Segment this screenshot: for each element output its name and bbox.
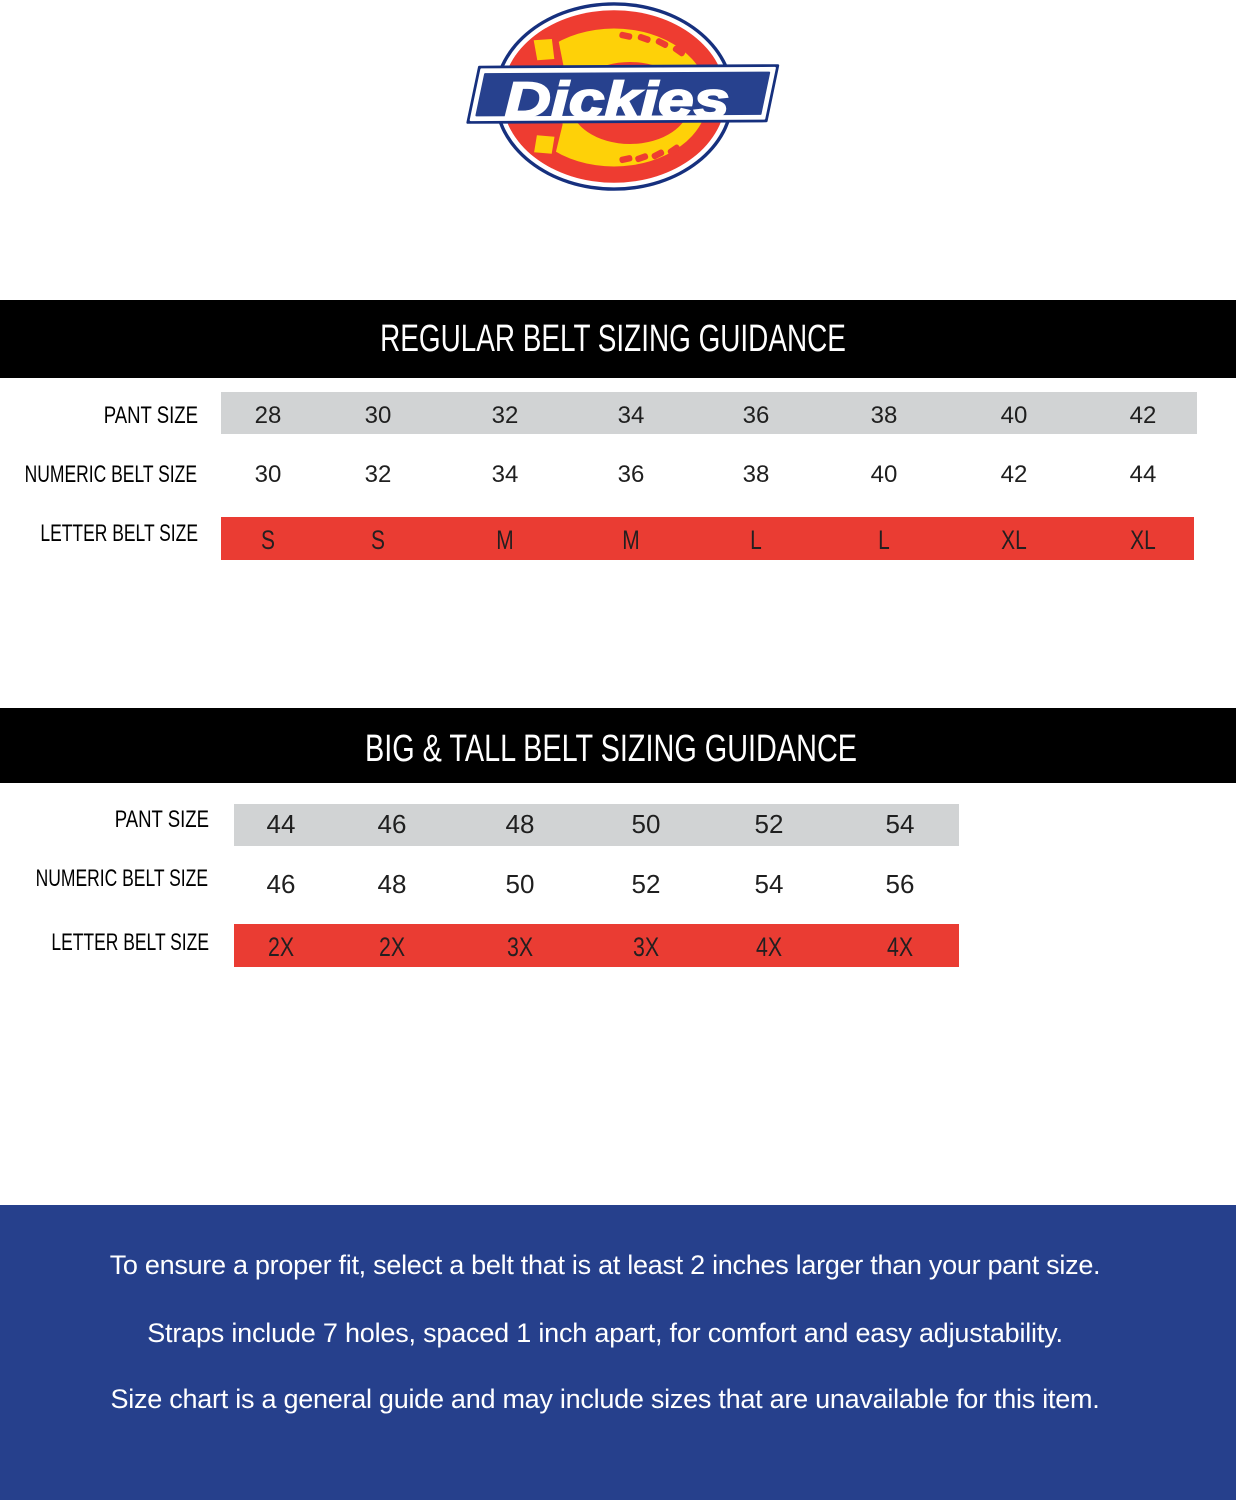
svg-text:Dickies: Dickies [505, 72, 730, 128]
